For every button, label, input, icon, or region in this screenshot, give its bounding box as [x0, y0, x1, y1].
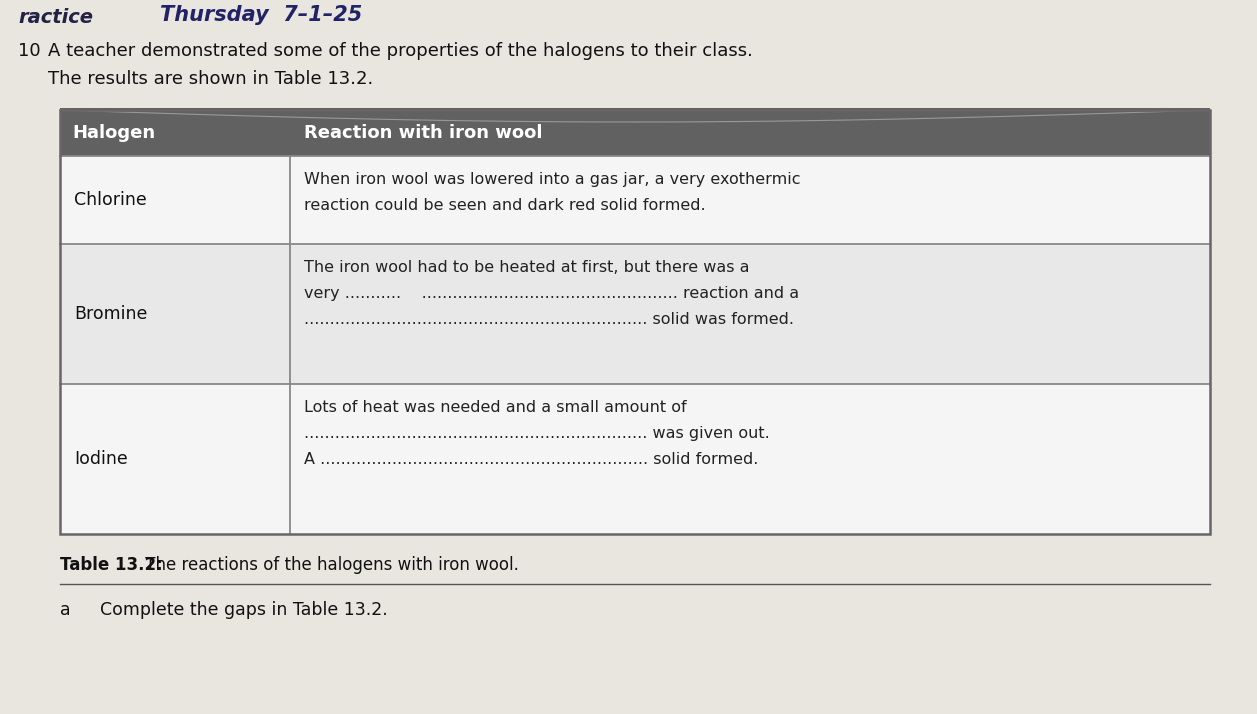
Text: A teacher demonstrated some of the properties of the halogens to their class.: A teacher demonstrated some of the prope…: [48, 42, 753, 60]
Text: The iron wool had to be heated at first, but there was a: The iron wool had to be heated at first,…: [304, 260, 749, 275]
Text: Lots of heat was needed and a small amount of: Lots of heat was needed and a small amou…: [304, 400, 686, 415]
PathPatch shape: [60, 108, 1210, 122]
Text: ractice: ractice: [18, 8, 93, 27]
Bar: [60, 384, 1210, 534]
Text: Chlorine: Chlorine: [74, 191, 147, 209]
Text: a: a: [60, 601, 70, 619]
Bar: [60, 110, 1210, 156]
Text: Reaction with iron wool: Reaction with iron wool: [304, 124, 543, 142]
Text: The reactions of the halogens with iron wool.: The reactions of the halogens with iron …: [140, 556, 519, 574]
Bar: [60, 156, 1210, 244]
Text: 10: 10: [18, 42, 40, 60]
Text: Halogen: Halogen: [72, 124, 155, 142]
Bar: [60, 244, 1210, 384]
Text: ................................................................... was given ou: ........................................…: [304, 426, 769, 441]
Text: reaction could be seen and dark red solid formed.: reaction could be seen and dark red soli…: [304, 198, 705, 213]
Text: Iodine: Iodine: [74, 450, 128, 468]
Text: A ................................................................ solid formed.: A ......................................…: [304, 452, 758, 467]
Bar: [60, 110, 1210, 534]
Text: Bromine: Bromine: [74, 305, 147, 323]
Text: Thursday  7–1–25: Thursday 7–1–25: [160, 5, 362, 25]
Text: Complete the gaps in Table 13.2.: Complete the gaps in Table 13.2.: [101, 601, 387, 619]
Text: very ...........    .................................................. reaction : very ........... .......................…: [304, 286, 799, 301]
Text: The results are shown in Table 13.2.: The results are shown in Table 13.2.: [48, 70, 373, 88]
Text: When iron wool was lowered into a gas jar, a very exothermic: When iron wool was lowered into a gas ja…: [304, 172, 801, 187]
Text: ................................................................... solid was fo: ........................................…: [304, 312, 794, 327]
Text: Table 13.2:: Table 13.2:: [60, 556, 162, 574]
